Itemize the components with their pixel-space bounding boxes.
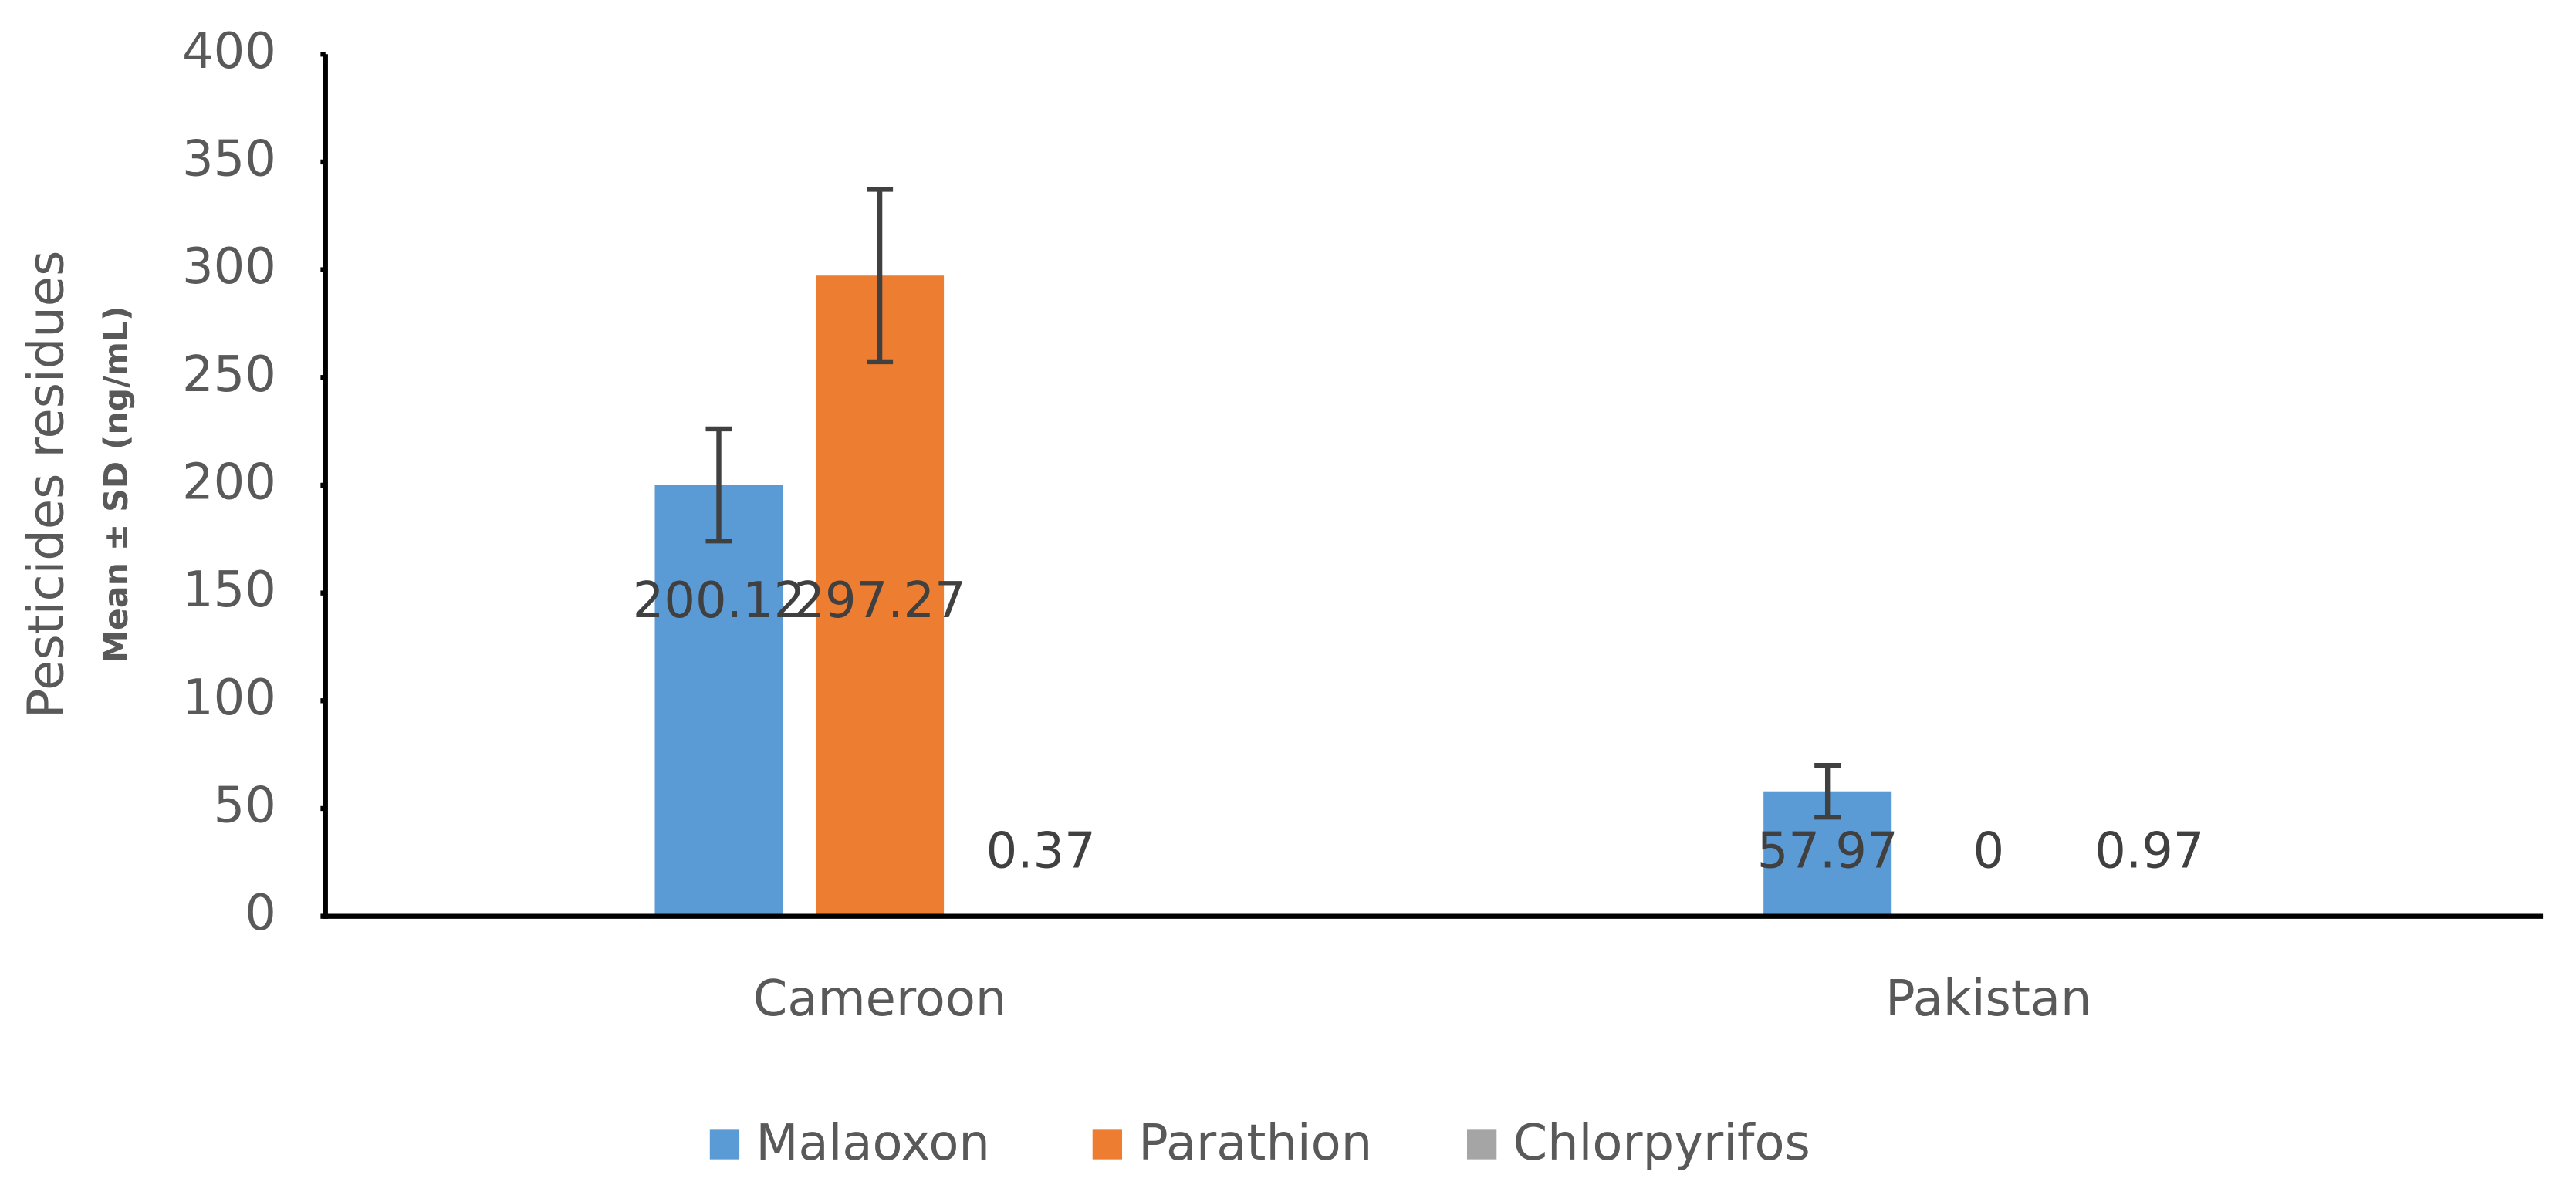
y-tick-label: 0 [245,885,276,942]
legend-label: Chlorpyrifos [1513,1115,1810,1172]
data-label: 57.97 [1757,822,1898,880]
legend-swatch [709,1129,740,1160]
data-label: 200.12 [633,572,805,630]
y-tick-label: 50 [214,778,276,835]
y-axis-title: Pesticides residues [19,251,76,718]
y-axis-subtitle: Mean ± SD (ng/mL) [97,306,136,663]
legend-swatch [1092,1129,1123,1160]
y-tick-label: 350 [182,130,276,187]
y-tick-label: 300 [182,238,276,295]
y-tick-label: 200 [182,454,276,512]
bar [816,275,945,917]
x-tick-label: Pakistan [1885,971,2091,1028]
bar [654,485,783,917]
y-tick-label: 400 [182,23,276,80]
legend-label: Malaoxon [756,1115,990,1172]
data-label: 0.37 [986,822,1096,880]
legend-label: Parathion [1138,1115,1372,1172]
y-tick-label: 250 [182,346,276,403]
y-tick-label: 150 [182,562,276,619]
data-label: 0 [1973,822,2004,880]
data-label: 0.97 [2094,822,2204,880]
legend-swatch [1466,1129,1497,1160]
x-tick-label: Cameroon [753,971,1007,1028]
data-label: 297.27 [793,572,965,630]
y-tick-label: 100 [182,670,276,727]
